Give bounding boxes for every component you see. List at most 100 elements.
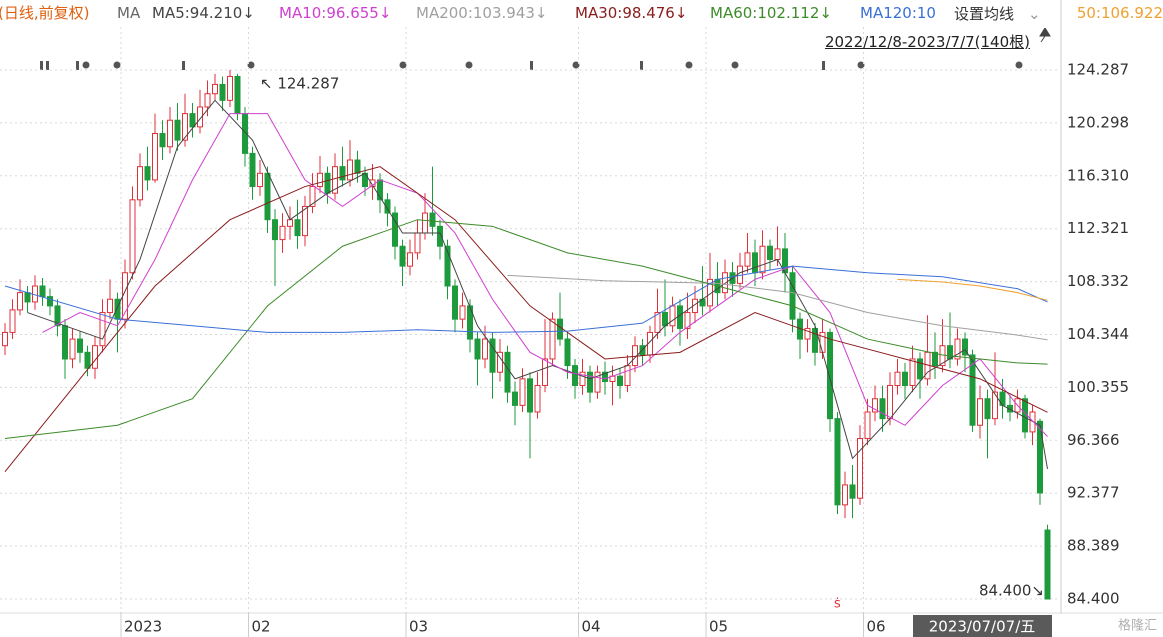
- candle-body: [767, 245, 773, 260]
- y-tick-label: 112.321: [1067, 219, 1129, 237]
- candle-body: [399, 245, 406, 267]
- dropdown-arrow[interactable]: ⌄: [1028, 5, 1041, 23]
- settings-label[interactable]: 设置均线: [954, 5, 1015, 23]
- legend-entry: MA5:94.210↓: [152, 4, 255, 22]
- candle-body: [977, 398, 983, 426]
- candle-body: [474, 338, 481, 360]
- candle-body: [69, 338, 76, 360]
- candle-body: [422, 212, 428, 234]
- candle-body: [1029, 411, 1036, 433]
- candle-body: [354, 159, 361, 174]
- candle-body: [272, 219, 278, 241]
- candle-body: [684, 312, 691, 329]
- candle-body: [429, 212, 436, 227]
- candle-body: [182, 113, 188, 141]
- cursor-date-box: [913, 615, 1052, 637]
- candle-body: [212, 83, 218, 95]
- candle-body: [137, 166, 143, 201]
- candle-body: [264, 172, 271, 221]
- candle-body: [167, 119, 173, 148]
- candle-body: [339, 166, 346, 181]
- candle-body: [887, 384, 893, 420]
- candle-body: [774, 248, 781, 260]
- candle-body: [249, 152, 256, 188]
- ma-line: [42, 113, 1048, 437]
- legend-entry: MA30:98.476↓: [575, 4, 688, 22]
- candle-body: [99, 312, 106, 347]
- candle-body: [617, 375, 623, 386]
- candle-body: [92, 345, 98, 369]
- legend-entry: MA10:96.655↓: [279, 4, 392, 22]
- ma-line: [4, 265, 1048, 333]
- candle-body: [834, 418, 841, 506]
- candle-body: [384, 199, 391, 214]
- candle-body: [1044, 529, 1051, 600]
- x-tick-label: 06: [867, 618, 886, 636]
- candle-body: [159, 132, 166, 148]
- candle-body: [932, 351, 938, 367]
- candle-body: [489, 338, 496, 373]
- candle-body: [662, 312, 668, 327]
- ma-line: [897, 278, 1048, 301]
- x-tick-label: 02: [252, 618, 271, 636]
- y-tick-label: 88.389: [1067, 537, 1120, 555]
- candle-body: [744, 252, 751, 267]
- candle-body: [144, 166, 151, 181]
- candle-body: [227, 75, 233, 101]
- candle-body: [204, 93, 211, 108]
- candle-body: [287, 219, 293, 227]
- candle-body: [197, 106, 203, 128]
- candle-body: [482, 338, 488, 360]
- y-tick-label: 96.366: [1067, 431, 1120, 449]
- cursor-date: 2023/07/07/五: [929, 618, 1036, 636]
- candle-body: [812, 327, 818, 353]
- candle-body: [114, 298, 121, 320]
- candle-body: [677, 305, 683, 329]
- date-range[interactable]: 2022/12/8-2023/7/7(140根): [824, 33, 1030, 51]
- candle-body: [1007, 404, 1013, 413]
- candle-body: [549, 318, 556, 360]
- candle-body: [279, 225, 286, 241]
- x-tick-label: 2023: [124, 618, 162, 636]
- candle-body: [257, 172, 263, 188]
- candle-body: [497, 351, 503, 373]
- ma-line: [507, 274, 1048, 341]
- candle-body: [444, 245, 451, 287]
- candle-body: [827, 331, 833, 420]
- candle-body: [849, 484, 856, 499]
- candle-body: [84, 351, 91, 369]
- candle-body: [534, 384, 541, 413]
- event-markers: [40, 61, 1023, 70]
- settings-button[interactable]: 设置均线 ⌄: [946, 0, 1060, 28]
- candle-body: [2, 331, 8, 347]
- candle-body: [24, 292, 31, 303]
- candle-body: [722, 272, 728, 294]
- candle-body: [107, 298, 113, 314]
- y-tick-label: 108.332: [1067, 272, 1129, 290]
- period-label: (日线,前复权): [0, 4, 90, 22]
- x-tick-label: 05: [709, 618, 728, 636]
- candle-body: [572, 365, 578, 386]
- y-tick-label: 92.377: [1067, 484, 1120, 502]
- candle-body: [654, 312, 661, 333]
- candle-body: [309, 186, 316, 207]
- candle-body: [54, 305, 61, 327]
- candle-body: [452, 285, 458, 320]
- candle-body: [324, 172, 331, 194]
- candle-body: [864, 411, 871, 440]
- candle-body: [77, 338, 83, 353]
- watermark: 格隆汇: [1118, 618, 1157, 634]
- candle-body: [962, 338, 968, 356]
- candle-body: [587, 371, 593, 393]
- candle-body: [969, 354, 976, 426]
- candle-body: [992, 391, 998, 420]
- candle-body: [47, 296, 53, 307]
- candle-body: [917, 358, 923, 380]
- candle-body: [504, 351, 511, 393]
- y-tick-label: 100.355: [1067, 378, 1129, 396]
- ma-label: MA: [117, 4, 141, 22]
- candle-body: [984, 398, 991, 420]
- candle-body: [332, 166, 338, 194]
